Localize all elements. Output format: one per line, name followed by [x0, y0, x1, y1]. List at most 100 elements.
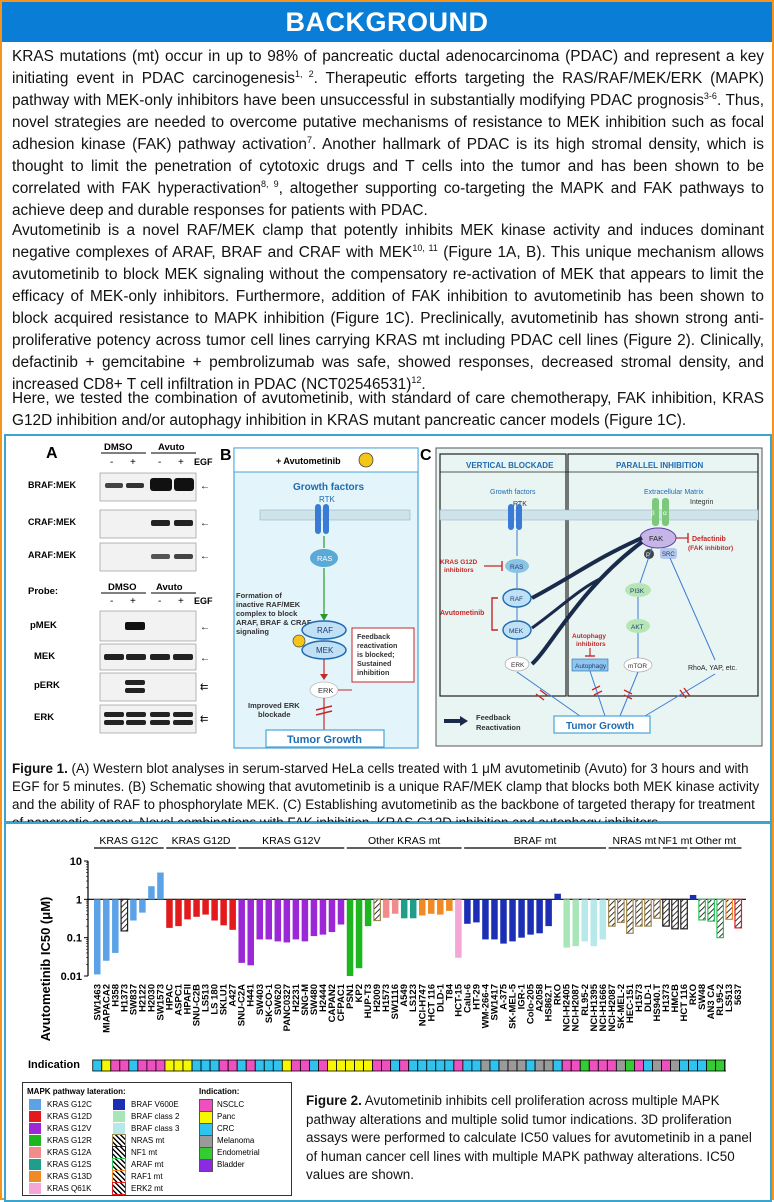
x-tick-label: SW1463	[92, 984, 103, 1020]
svg-text:⇇: ⇇	[200, 682, 208, 693]
bar	[491, 899, 498, 940]
x-tick-label: HCT 116	[426, 984, 437, 1022]
ic50-bar-chart: Avutometinib IC50 (μM) 0.01 0.1 1 10 KRAS G…	[38, 835, 746, 1042]
legend-label: NF1 mt	[131, 1148, 158, 1157]
indication-cell	[182, 1059, 193, 1072]
bar	[337, 899, 345, 925]
x-tick-label: DLD-1	[643, 983, 654, 1012]
bar	[734, 898, 743, 929]
x-tick-label: H2009	[372, 984, 383, 1012]
indication-cell	[679, 1059, 689, 1072]
vertical-blockade-label: VERTICAL BLOCKADE	[466, 461, 554, 470]
panel-a-label: A	[46, 445, 58, 462]
bar	[409, 899, 417, 919]
indication-cell	[200, 1059, 211, 1072]
x-tick-label: LS123	[408, 984, 419, 1012]
bar	[473, 899, 480, 923]
indication-cell	[543, 1059, 554, 1072]
panel-c-label: C	[420, 447, 432, 464]
legend-label: KRAS G12V	[47, 1124, 92, 1133]
bar	[112, 899, 119, 953]
bar	[464, 899, 471, 924]
bar	[120, 898, 129, 932]
svg-text:RTK: RTK	[319, 495, 336, 504]
bar	[536, 899, 543, 934]
indication-cell	[624, 1059, 635, 1072]
indication-cell	[173, 1059, 184, 1072]
indication-cell	[561, 1059, 572, 1072]
x-tick-label: H2122	[137, 984, 148, 1012]
bar	[626, 898, 634, 934]
indication-cell	[634, 1059, 644, 1072]
x-tick-label: H2030	[146, 984, 157, 1012]
svg-text:Improved ERK: Improved ERK	[248, 701, 300, 710]
indication-cell	[408, 1059, 419, 1072]
svg-text:←: ←	[200, 518, 210, 529]
svg-text:Formation of: Formation of	[236, 591, 282, 600]
indication-cell	[471, 1059, 482, 1072]
bar	[455, 899, 462, 958]
bar	[509, 899, 516, 942]
bar	[184, 899, 191, 920]
x-tick-label: AN3 CA	[706, 984, 717, 1020]
legend-box: MAPK pathway lateration: KRAS G12C KRAS G…	[22, 1082, 292, 1196]
pathway-blockade-schematic: C VERTICAL BLOCKADE PARALLEL INHIBITION …	[420, 447, 763, 747]
bar	[617, 898, 625, 924]
svg-text:P: P	[646, 553, 650, 559]
indication-cell	[516, 1059, 527, 1072]
x-tick-label: H1573	[634, 984, 645, 1012]
x-tick-label: RL95-2	[715, 984, 726, 1016]
svg-text:is blocked;: is blocked;	[357, 650, 395, 659]
indication-label: Endometrial	[217, 1148, 260, 1157]
group-label: NRAS mt	[613, 835, 657, 847]
x-tick-label: NCI-H2405	[562, 983, 573, 1031]
x-tick-label: HCT 116	[679, 984, 690, 1022]
indication-cell	[390, 1059, 401, 1072]
svg-text:EGF: EGF	[194, 596, 213, 606]
y-axis-label: Avutometinib IC50 (μM)	[38, 897, 53, 1042]
indication-cell	[227, 1059, 238, 1072]
svg-text:←: ←	[200, 551, 210, 562]
bar	[590, 899, 598, 947]
x-tick-label: CFPAC1	[336, 983, 347, 1021]
bar	[599, 899, 607, 940]
x-tick-label: NCI-H2087	[607, 984, 618, 1032]
indication-cell	[552, 1059, 563, 1072]
svg-text:DMSO: DMSO	[108, 582, 137, 593]
y-tick-label: 0.01	[61, 971, 82, 983]
bar	[554, 893, 561, 900]
x-tick-label: DLD-1	[435, 983, 446, 1012]
bar	[328, 899, 336, 933]
x-tick-label: ASPC1	[174, 983, 185, 1015]
avuto-label: Avuto	[158, 442, 185, 453]
indication-cell	[480, 1059, 491, 1072]
bar	[607, 898, 616, 927]
svg-text:Reactivation: Reactivation	[476, 723, 521, 732]
blot-row-label: pERK	[34, 680, 60, 691]
legend-swatch	[112, 1146, 126, 1159]
svg-text:Avutometinib: Avutometinib	[440, 610, 484, 617]
svg-text:-: -	[110, 457, 113, 468]
indication-cell	[309, 1059, 319, 1072]
group-label: NF1 mt	[658, 835, 693, 847]
x-tick-label: SK-MEL-5	[508, 983, 519, 1029]
svg-text:←: ←	[200, 622, 210, 633]
x-tick-label: MIAPACA2	[101, 984, 112, 1033]
bar	[716, 898, 725, 939]
indication-cell	[525, 1059, 536, 1072]
group-label: KRAS G12V	[262, 835, 320, 847]
indication-legend-title: Indication:	[199, 1087, 240, 1096]
bar	[355, 899, 363, 969]
indication-cell	[119, 1059, 130, 1072]
legend-title: MAPK pathway lateration:	[27, 1087, 126, 1096]
bar	[220, 899, 227, 926]
svg-text:KRAS G12D: KRAS G12D	[440, 559, 478, 566]
svg-text:-: -	[110, 596, 113, 607]
svg-text:Integrin: Integrin	[690, 499, 713, 506]
legend-swatch	[112, 1182, 126, 1195]
x-tick-label: H358	[110, 984, 121, 1007]
svg-text:β: β	[651, 510, 655, 517]
x-tick-label: IGR-1	[517, 983, 528, 1009]
growth-factors-label: Growth factors	[293, 482, 365, 493]
